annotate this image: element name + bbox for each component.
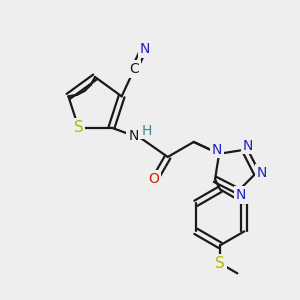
Text: N: N <box>242 139 253 153</box>
Text: N: N <box>256 166 267 180</box>
Text: S: S <box>215 256 225 271</box>
Text: N: N <box>212 143 222 157</box>
Text: H: H <box>141 124 152 138</box>
Text: C: C <box>129 62 139 76</box>
Text: S: S <box>74 120 83 135</box>
Text: N: N <box>140 42 150 56</box>
Text: O: O <box>148 172 159 186</box>
Text: N: N <box>236 188 246 202</box>
Text: N: N <box>128 129 139 142</box>
